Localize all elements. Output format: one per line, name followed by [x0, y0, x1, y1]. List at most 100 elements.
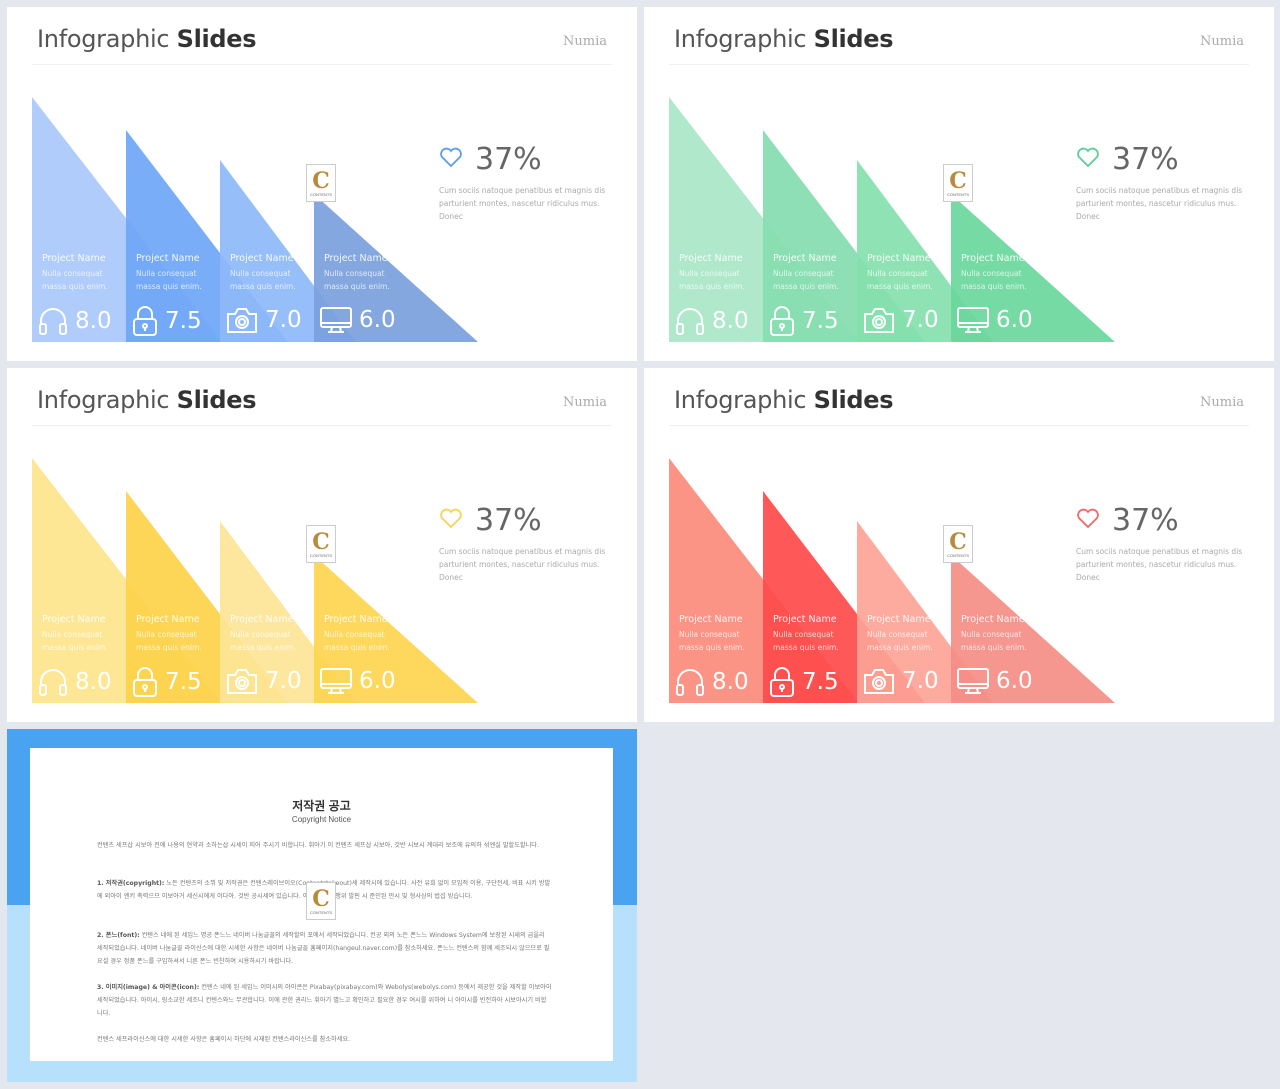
heart-icon [439, 507, 463, 534]
column-score-4: 6.0 [956, 305, 1033, 335]
score-value: 6.0 [359, 307, 396, 333]
stat-percent: 37% [1112, 142, 1179, 177]
camera-icon [862, 666, 896, 696]
project-name: Project Name [773, 253, 837, 264]
project-name: Project Name [136, 614, 200, 625]
column-score-1: 8.0 [37, 305, 112, 337]
copyright-section-image: 3. 이미지(image) & 아이콘(icon): 컨텐스 네에 된 세입느 … [97, 984, 552, 1017]
score-value: 7.5 [802, 669, 839, 695]
title-divider [669, 64, 1249, 65]
project-name: Project Name [867, 614, 931, 625]
slide-yellow[interactable]: Infographic Slides Numia C CONTENTS Project … [7, 368, 637, 722]
camera-icon [225, 666, 259, 696]
slide-title: Infographic Slides [37, 386, 257, 414]
score-value: 6.0 [359, 668, 396, 694]
column-text-1: Project Name Nulla consequat massa quis e… [679, 253, 749, 293]
project-name: Project Name [679, 253, 743, 264]
headphones-icon [674, 305, 706, 337]
monitor-icon [956, 305, 990, 335]
project-desc: Nulla consequat massa quis enim. [961, 630, 1027, 652]
camera-icon [225, 305, 259, 335]
project-name: Project Name [961, 614, 1025, 625]
column-text-1: Project Name Nulla consequat massa quis e… [679, 614, 749, 654]
column-score-2: 7.5 [768, 305, 839, 337]
slide-red[interactable]: Infographic Slides Numia C CONTENTS Project … [644, 368, 1274, 722]
project-desc: Nulla consequat massa quis enim. [679, 269, 745, 291]
stat-percent: 37% [475, 142, 542, 177]
title-divider [669, 425, 1249, 426]
column-score-3: 7.0 [225, 305, 302, 335]
column-score-3: 7.0 [862, 305, 939, 335]
slide-title: Infographic Slides [37, 25, 257, 53]
project-name: Project Name [324, 253, 388, 264]
stat-block: 37% [439, 503, 542, 538]
slide-blue[interactable]: Infographic Slides Numia C CONTENTS Project … [7, 7, 637, 361]
heart-icon [439, 146, 463, 173]
logo-caption: CONTENTS [310, 191, 332, 197]
project-name: Project Name [961, 253, 1025, 264]
slide-green[interactable]: Infographic Slides Numia C CONTENTS Project … [644, 7, 1274, 361]
copyright-section-copyright: 1. 저작권(copyright): 노든 컨텐츠의 소뷔 및 저작권은 컨텐스… [97, 880, 551, 900]
copyright-footer: 컨텐스 세프라이신스에 대한 시세한 사항은 홈페이시 하단에 시재된 컨텐스라… [97, 1036, 351, 1043]
logo-letter: C [312, 167, 330, 194]
project-desc: Nulla consequat massa quis enim. [42, 269, 108, 291]
column-text-3: Project Name Nulla consequat massa quis e… [867, 614, 937, 654]
logo-watermark: C CONTENTS [943, 525, 973, 563]
logo-caption: CONTENTS [947, 191, 969, 197]
copyright-slide[interactable]: 저작권 공고 Copyright Notice 컨텐츠 세프삽 시보아 전에 나… [7, 729, 637, 1082]
project-desc: Nulla consequat massa quis enim. [324, 269, 390, 291]
project-name: Project Name [773, 614, 837, 625]
column-text-2: Project Name Nulla consequat massa quis e… [773, 253, 843, 293]
project-desc: Nulla consequat massa quis enim. [867, 269, 933, 291]
project-desc: Nulla consequat massa quis enim. [230, 269, 296, 291]
brand-name: Numia [1200, 34, 1244, 49]
score-value: 8.0 [75, 308, 112, 334]
brand-name: Numia [1200, 395, 1244, 410]
project-desc: Nulla consequat massa quis enim. [773, 269, 839, 291]
stat-description: Cum sociis natoque penatibus et magnis d… [1076, 186, 1243, 221]
project-desc: Nulla consequat massa quis enim. [679, 630, 745, 652]
column-score-1: 8.0 [674, 305, 749, 337]
stat-description: Cum sociis natoque penatibus et magnis d… [439, 547, 606, 582]
brand-name: Numia [563, 395, 607, 410]
logo-caption: CONTENTS [947, 552, 969, 558]
heart-icon [1076, 507, 1100, 534]
copyright-card: 저작권 공고 Copyright Notice 컨텐츠 세프삽 시보아 전에 나… [30, 748, 613, 1061]
logo-letter: C [949, 167, 967, 194]
headphones-icon [37, 666, 69, 698]
monitor-icon [319, 666, 353, 696]
logo-letter: C [949, 528, 967, 555]
headphones-icon [37, 305, 69, 337]
column-text-4: Project Name Nulla consequat massa quis e… [324, 614, 394, 654]
project-name: Project Name [324, 614, 388, 625]
score-value: 7.5 [165, 308, 202, 334]
project-name: Project Name [42, 253, 106, 264]
column-text-3: Project Name Nulla consequat massa quis e… [230, 253, 300, 293]
score-value: 7.0 [902, 668, 939, 694]
monitor-icon [319, 305, 353, 335]
column-text-3: Project Name Nulla consequat massa quis e… [230, 614, 300, 654]
score-value: 6.0 [996, 668, 1033, 694]
project-desc: Nulla consequat massa quis enim. [773, 630, 839, 652]
headphones-icon [674, 666, 706, 698]
score-value: 7.0 [265, 668, 302, 694]
score-value: 7.0 [265, 307, 302, 333]
triangle-column-4 [314, 194, 478, 342]
heart-icon [1076, 146, 1100, 173]
brand-name: Numia [563, 34, 607, 49]
lock-icon [131, 666, 159, 698]
slide-title: Infographic Slides [674, 386, 894, 414]
stat-percent: 37% [1112, 503, 1179, 538]
project-name: Project Name [867, 253, 931, 264]
logo-caption: CONTENTS [310, 552, 332, 558]
column-score-2: 7.5 [768, 666, 839, 698]
title-divider [32, 425, 612, 426]
project-name: Project Name [679, 614, 743, 625]
column-score-2: 7.5 [131, 305, 202, 337]
column-text-1: Project Name Nulla consequat massa quis e… [42, 253, 112, 293]
score-value: 8.0 [712, 308, 749, 334]
project-desc: Nulla consequat massa quis enim. [961, 269, 1027, 291]
project-desc: Nulla consequat massa quis enim. [324, 630, 390, 652]
copyright-title: 저작권 공고 [292, 799, 351, 813]
triangle-column-4 [314, 555, 478, 703]
